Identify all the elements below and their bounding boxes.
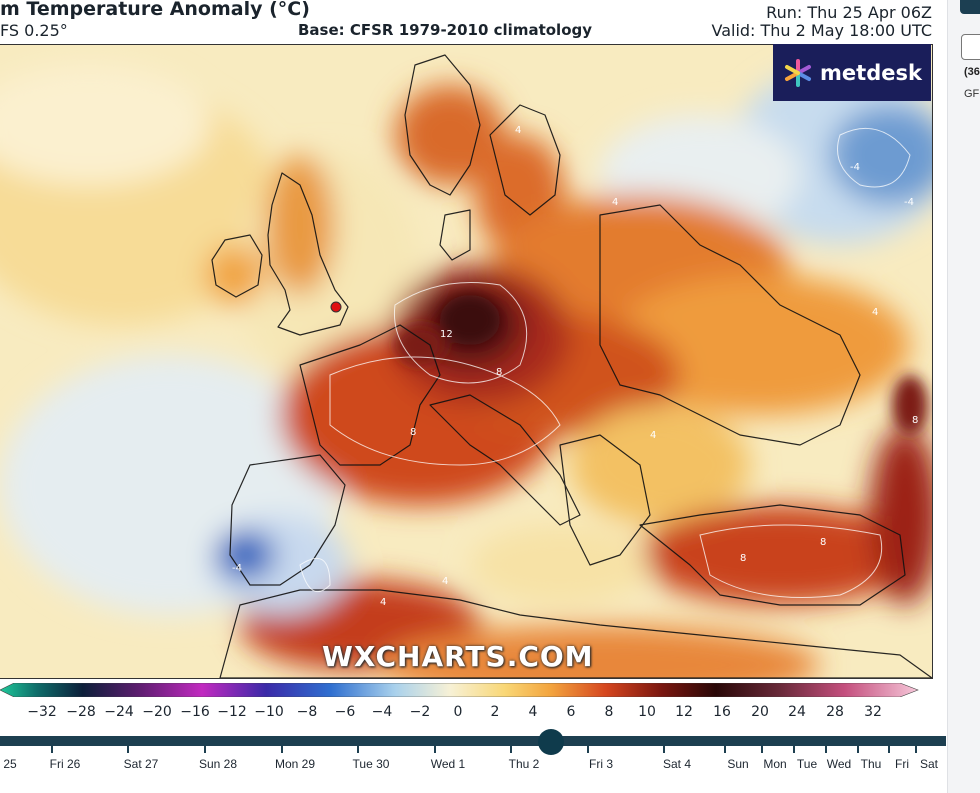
colorbar-tick: 20 [751, 704, 769, 720]
wxcharts-watermark: WXCHARTS.COM [322, 640, 594, 673]
map-label: 8 [410, 427, 416, 438]
map-label: -4 [232, 563, 242, 574]
timeline-track[interactable] [0, 736, 946, 746]
map-title: m Temperature Anomaly (°C) [0, 0, 310, 20]
valid-time-label: Valid: Thu 2 May 18:00 UTC [711, 21, 932, 40]
colorbar-tick: 32 [864, 704, 882, 720]
side-panel-model: GF [964, 88, 980, 100]
timeline-day[interactable]: 25 [3, 757, 17, 771]
timeline-tick-mark [357, 746, 359, 753]
colorbar-tick: −8 [296, 704, 318, 720]
colorbar-tick: −4 [371, 704, 393, 720]
timeline-day[interactable]: Tue [796, 757, 818, 771]
timeline-day[interactable]: Sat 4 [662, 757, 692, 771]
metdesk-logo-icon [785, 58, 812, 87]
timeline-day[interactable]: Fri 3 [589, 757, 613, 771]
timeline-tick-mark [127, 746, 129, 753]
colorbar [0, 683, 919, 697]
timeline-tick-mark [281, 746, 283, 753]
timeline-day[interactable]: Tue 30 [352, 757, 390, 771]
map-label: 12 [440, 329, 453, 340]
map-label: 8 [496, 367, 502, 378]
location-marker[interactable] [330, 301, 342, 313]
colorbar-tick: −12 [217, 704, 247, 720]
anomaly-map[interactable]: 12 8 8 8 8 8 4 4 4 4 4 4 -4 -4 -4 [0, 44, 933, 679]
timeline-day[interactable]: Mon [763, 757, 787, 771]
colorbar-tick: −28 [66, 704, 96, 720]
timeline-day[interactable]: Fri 26 [49, 757, 81, 771]
map-label: 4 [380, 597, 386, 608]
side-panel-checkbox[interactable] [961, 34, 980, 60]
map-label: 8 [912, 415, 918, 426]
colorbar-tick: 8 [604, 704, 614, 720]
timeline-tick-mark [857, 746, 859, 753]
map-label: 4 [515, 125, 521, 136]
timeline-tick-mark [587, 746, 589, 753]
colorbar-tick: −2 [409, 704, 431, 720]
map-label: 4 [650, 430, 656, 441]
colorbar-tick: −24 [104, 704, 134, 720]
timeline-tick-mark [204, 746, 206, 753]
timeline-tick-mark [825, 746, 827, 753]
side-panel-label: (36 [964, 66, 980, 78]
colorbar-tick: 28 [826, 704, 844, 720]
colorbar-tick: 12 [675, 704, 693, 720]
timeline-day[interactable]: Mon 29 [274, 757, 316, 771]
timeline-day[interactable]: Sat [919, 757, 939, 771]
colorbar-tick: 6 [566, 704, 576, 720]
colorbar-tick: −10 [254, 704, 284, 720]
timeline-day[interactable]: Thu [860, 757, 882, 771]
map-label: 8 [740, 553, 746, 564]
timeline-tick-mark [888, 746, 890, 753]
colorbar-tick: 2 [490, 704, 500, 720]
timeline-tick-mark [510, 746, 512, 753]
timeline-day[interactable]: Sat 27 [123, 757, 159, 771]
map-label: 8 [820, 537, 826, 548]
timeline-day[interactable]: Wed 1 [430, 757, 466, 771]
timeline-tick-mark [51, 746, 53, 753]
map-contour-labels: 12 8 8 8 8 8 4 4 4 4 4 4 -4 -4 -4 [232, 125, 918, 608]
colorbar-tick: −20 [142, 704, 172, 720]
metdesk-logo-text: metdesk [820, 60, 922, 85]
colorbar-tick: −16 [180, 704, 210, 720]
timeline-tick-mark [663, 746, 665, 753]
colorbar-tick: 24 [788, 704, 806, 720]
colorbar-tick: 0 [453, 704, 463, 720]
colorbar-tick: −6 [334, 704, 356, 720]
timeline-day[interactable]: Sun [727, 757, 749, 771]
map-label: 4 [612, 197, 618, 208]
map-label: -4 [904, 197, 914, 208]
side-panel [947, 0, 980, 793]
side-panel-tab[interactable] [960, 0, 980, 14]
timeline-day-selected[interactable]: Thu 2 [508, 757, 540, 771]
map-label: 4 [442, 576, 448, 587]
timeline-tick-mark [761, 746, 763, 753]
map-label: -4 [850, 162, 860, 173]
timeline-day[interactable]: Sun 28 [198, 757, 238, 771]
colorbar-tick: 4 [528, 704, 538, 720]
timeline-slider-knob[interactable] [538, 729, 564, 755]
metdesk-logo: metdesk [773, 44, 931, 101]
timeline-tick-mark [724, 746, 726, 753]
base-climatology-label: Base: CFSR 1979-2010 climatology [298, 21, 593, 39]
timeline-tick-mark [915, 746, 917, 753]
model-label: FS 0.25° [0, 21, 68, 40]
run-label: Run: Thu 25 Apr 06Z [766, 3, 932, 22]
colorbar-tick: 16 [713, 704, 731, 720]
timeline-day[interactable]: Wed [826, 757, 852, 771]
colorbar-tick: −32 [27, 704, 57, 720]
map-canvas: 12 8 8 8 8 8 4 4 4 4 4 4 -4 -4 -4 [0, 45, 932, 678]
map-label: 4 [872, 307, 878, 318]
timeline-tick-mark [434, 746, 436, 753]
colorbar-tick: 10 [638, 704, 656, 720]
timeline-day[interactable]: Fri [895, 757, 909, 771]
timeline-tick-mark [793, 746, 795, 753]
